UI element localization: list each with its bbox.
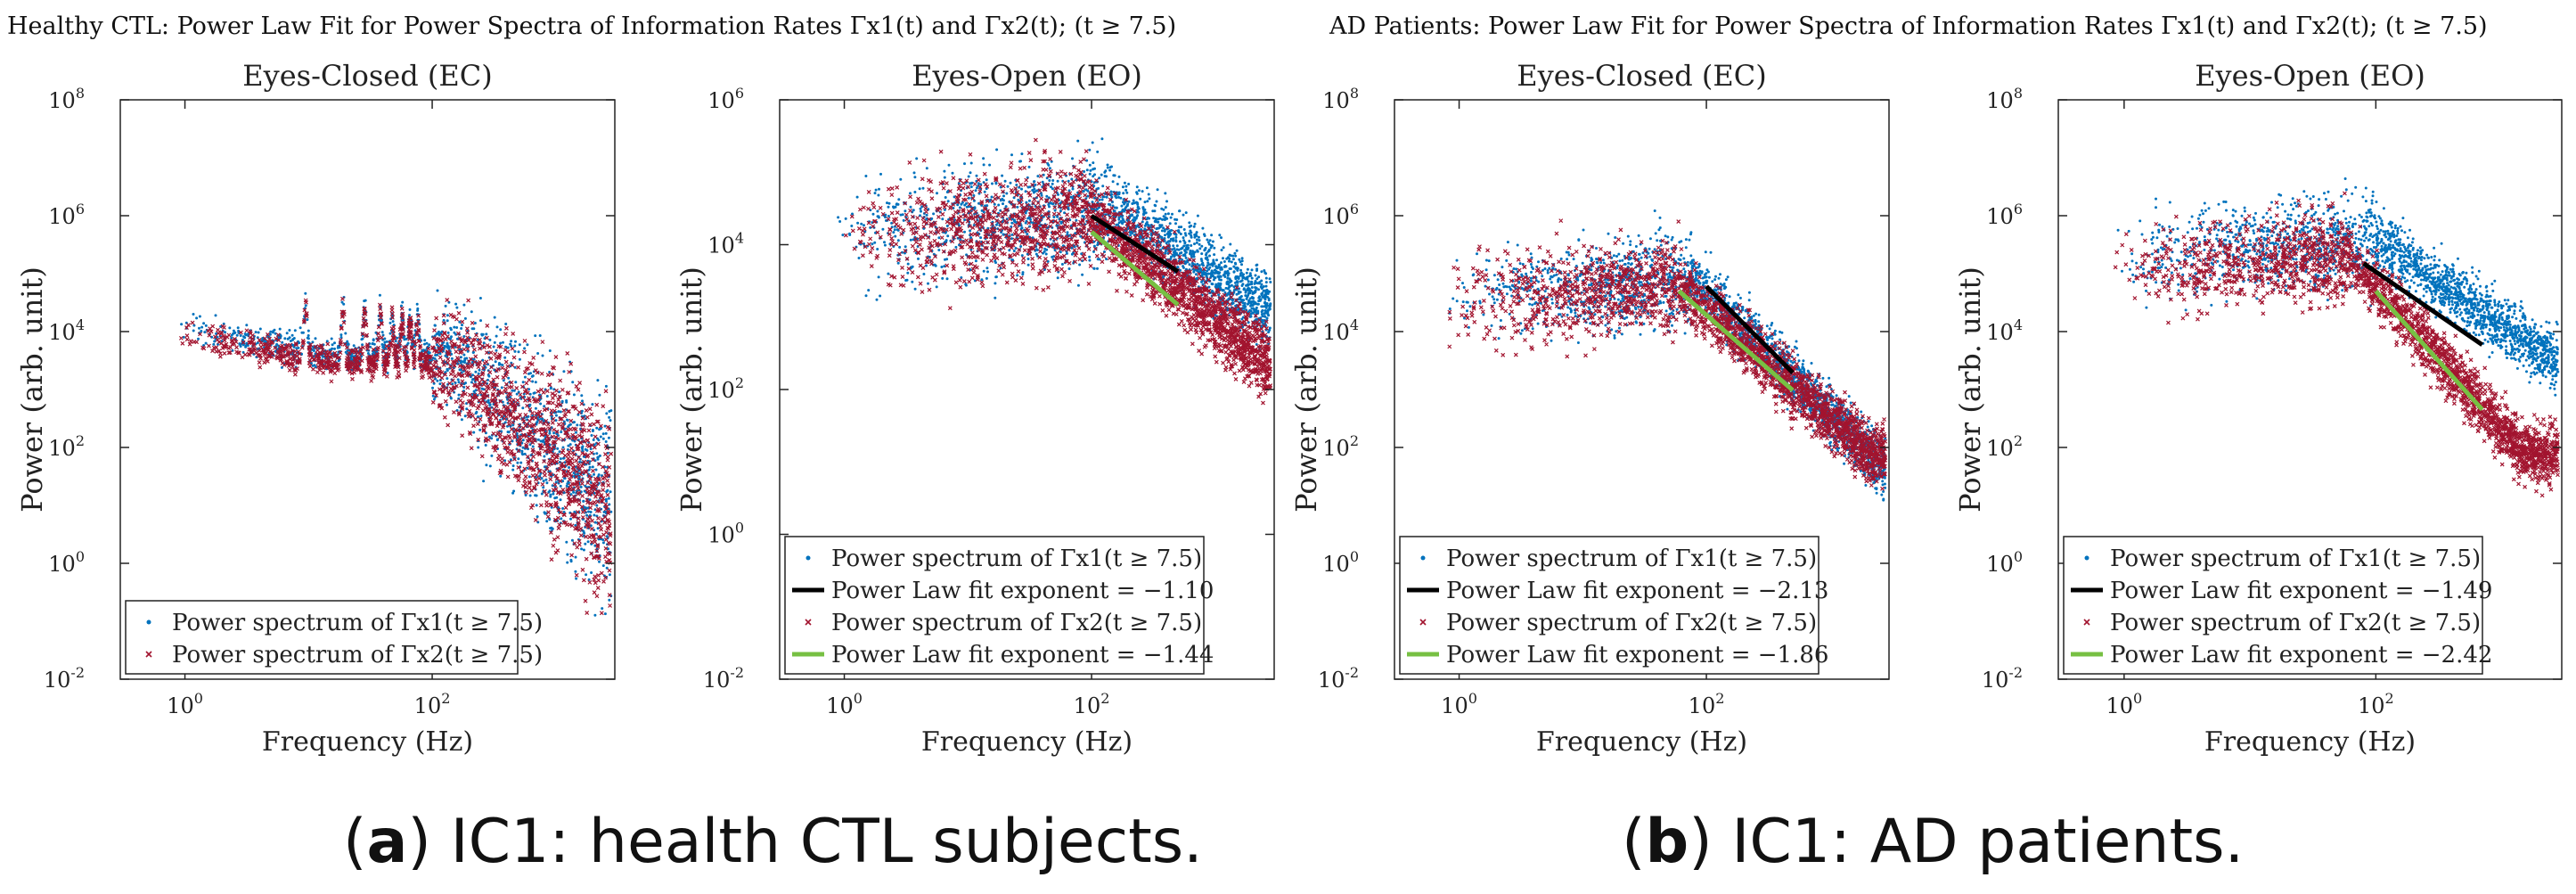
panel-title-1: Eyes-Open (EO) bbox=[912, 59, 1142, 93]
legend-entry-2: Power spectrum of Γx2(t ≥ 7.5) bbox=[831, 610, 1202, 636]
x-tick-label: 100 bbox=[1441, 690, 1477, 718]
scatter-layer bbox=[1447, 209, 1888, 502]
y-tick-label: 10-2 bbox=[44, 664, 85, 693]
legend-entry-3: Power Law fit exponent = −2.42 bbox=[2110, 642, 2492, 668]
legend-entry-2: Power spectrum of Γx2(t ≥ 7.5) bbox=[2110, 610, 2481, 636]
y-tick-label: 100 bbox=[1986, 548, 2023, 577]
x-tick-label: 100 bbox=[2106, 690, 2142, 718]
caption-b-label: b bbox=[1645, 807, 1689, 877]
group-title-ctl: Healthy CTL: Power Law Fit for Power Spe… bbox=[7, 12, 1177, 40]
y-tick-label: 10-2 bbox=[1982, 664, 2023, 693]
y-axis-label: Power (arb. unit) bbox=[1953, 267, 1987, 513]
caption-a-label: a bbox=[366, 807, 408, 877]
y-tick-label: 10-2 bbox=[1318, 664, 1359, 693]
y-tick-label: 108 bbox=[1322, 85, 1359, 113]
legend-entry-0: Power spectrum of Γx1(t ≥ 7.5) bbox=[172, 610, 543, 636]
legend-entry-1: Power spectrum of Γx2(t ≥ 7.5) bbox=[172, 642, 543, 668]
caption-b-text: IC1: AD patients. bbox=[1731, 807, 2245, 877]
chart-panel-3: Eyes-Open (EO) 100 102 10-2 100 102 104 106 108 F… bbox=[1953, 59, 2563, 758]
x-axis-label: Frequency (Hz) bbox=[921, 726, 1133, 758]
axes-frame bbox=[119, 99, 616, 680]
y-axis-label: Power (arb. unit) bbox=[1289, 267, 1323, 513]
y-tick-label: 106 bbox=[707, 85, 744, 113]
y-tick-label: 108 bbox=[1986, 85, 2023, 113]
caption-a: (a) IC1: health CTL subjects. bbox=[343, 807, 1203, 877]
fit-line-1 bbox=[1090, 214, 1180, 274]
legend: Power spectrum of Γx1(t ≥ 7.5) Power Law … bbox=[784, 536, 1214, 675]
x-tick-label: 100 bbox=[826, 690, 863, 718]
scatter-layer bbox=[837, 137, 1273, 406]
legend-entry-1: Power Law fit exponent = −1.49 bbox=[2110, 578, 2492, 604]
scatter-layer bbox=[178, 289, 614, 617]
x-axis-label: Frequency (Hz) bbox=[1536, 726, 1747, 758]
y-tick-label: 100 bbox=[1322, 548, 1359, 577]
y-axis-label: Power (arb. unit) bbox=[675, 267, 708, 513]
x-tick-label: 102 bbox=[2358, 690, 2394, 718]
y-tick-label: 10-2 bbox=[703, 664, 744, 693]
series-1-points bbox=[178, 296, 614, 616]
legend-entry-1: Power Law fit exponent = −2.13 bbox=[1446, 578, 1828, 604]
series-2-points bbox=[1447, 218, 1888, 491]
y-tick-label: 102 bbox=[1986, 432, 2023, 461]
group-title-ad: AD Patients: Power Law Fit for Power Spe… bbox=[1329, 12, 2488, 40]
panel-title-3: Eyes-Open (EO) bbox=[2195, 59, 2425, 93]
x-tick-label: 102 bbox=[1074, 690, 1110, 718]
y-tick-label: 106 bbox=[1322, 201, 1359, 229]
y-tick-label: 106 bbox=[1986, 201, 2023, 229]
fit-line-1 bbox=[2362, 261, 2484, 347]
fit-line-3 bbox=[2374, 289, 2484, 412]
legend: Power spectrum of Γx1(t ≥ 7.5) Power Law … bbox=[1399, 536, 1828, 675]
legend-entry-1: Power Law fit exponent = −1.10 bbox=[831, 578, 1214, 604]
legend-entry-2: Power spectrum of Γx2(t ≥ 7.5) bbox=[1446, 610, 1817, 636]
y-tick-label: 108 bbox=[48, 85, 85, 113]
legend: Power spectrum of Γx1(t ≥ 7.5) Power spec… bbox=[125, 600, 543, 675]
y-tick-label: 104 bbox=[48, 316, 85, 345]
y-tick-label: 100 bbox=[48, 548, 85, 577]
legend: Power spectrum of Γx1(t ≥ 7.5) Power Law … bbox=[2063, 536, 2492, 675]
y-tick-label: 102 bbox=[48, 432, 85, 461]
x-tick-label: 102 bbox=[1689, 690, 1725, 718]
y-tick-label: 104 bbox=[1986, 316, 2023, 345]
chart-panel-2: Eyes-Closed (EC) 100 102 10-2 100 102 104 106 10… bbox=[1289, 59, 1890, 758]
legend-entry-3: Power Law fit exponent = −1.86 bbox=[1446, 642, 1828, 668]
fit-line-3 bbox=[1677, 289, 1795, 392]
axes-frame bbox=[1394, 99, 1890, 680]
y-tick-label: 104 bbox=[707, 230, 744, 258]
x-axis-label: Frequency (Hz) bbox=[262, 726, 473, 758]
chart-panel-0: Eyes-Closed (EC) 100 102 10-2 100 102 104 106 10… bbox=[15, 59, 616, 758]
panel-title-0: Eyes-Closed (EC) bbox=[242, 59, 492, 93]
chart-panel-1: Eyes-Open (EO) 100 102 10-2 100 102 104 106 Freq… bbox=[675, 59, 1275, 758]
y-axis-label: Power (arb. unit) bbox=[15, 267, 49, 513]
x-axis-label: Frequency (Hz) bbox=[2204, 726, 2416, 758]
legend-entry-0: Power spectrum of Γx1(t ≥ 7.5) bbox=[831, 545, 1202, 572]
y-tick-label: 106 bbox=[48, 201, 85, 229]
caption-a-text: IC1: health CTL subjects. bbox=[450, 807, 1203, 877]
legend-entry-0: Power spectrum of Γx1(t ≥ 7.5) bbox=[2110, 545, 2481, 572]
panel-title-2: Eyes-Closed (EC) bbox=[1517, 59, 1766, 93]
x-tick-label: 100 bbox=[167, 690, 203, 718]
legend-entry-0: Power spectrum of Γx1(t ≥ 7.5) bbox=[1446, 545, 1817, 572]
fit-line-1 bbox=[1705, 284, 1795, 374]
caption-b: (b) IC1: AD patients. bbox=[1622, 807, 2245, 877]
charts-canvas: Eyes-Closed (EC) 100 102 10-2 100 102 104 106 10… bbox=[15, 59, 2563, 758]
y-tick-label: 104 bbox=[1322, 316, 1359, 345]
scatter-layer bbox=[2113, 177, 2561, 498]
fit-line-3 bbox=[1090, 230, 1180, 307]
legend-entry-3: Power Law fit exponent = −1.44 bbox=[831, 642, 1214, 668]
series-0-points bbox=[1448, 209, 1887, 502]
x-tick-label: 102 bbox=[414, 690, 451, 718]
y-tick-label: 102 bbox=[1322, 432, 1359, 461]
axes-frame bbox=[2057, 99, 2563, 680]
y-tick-label: 102 bbox=[707, 374, 744, 403]
y-tick-label: 100 bbox=[707, 520, 744, 548]
